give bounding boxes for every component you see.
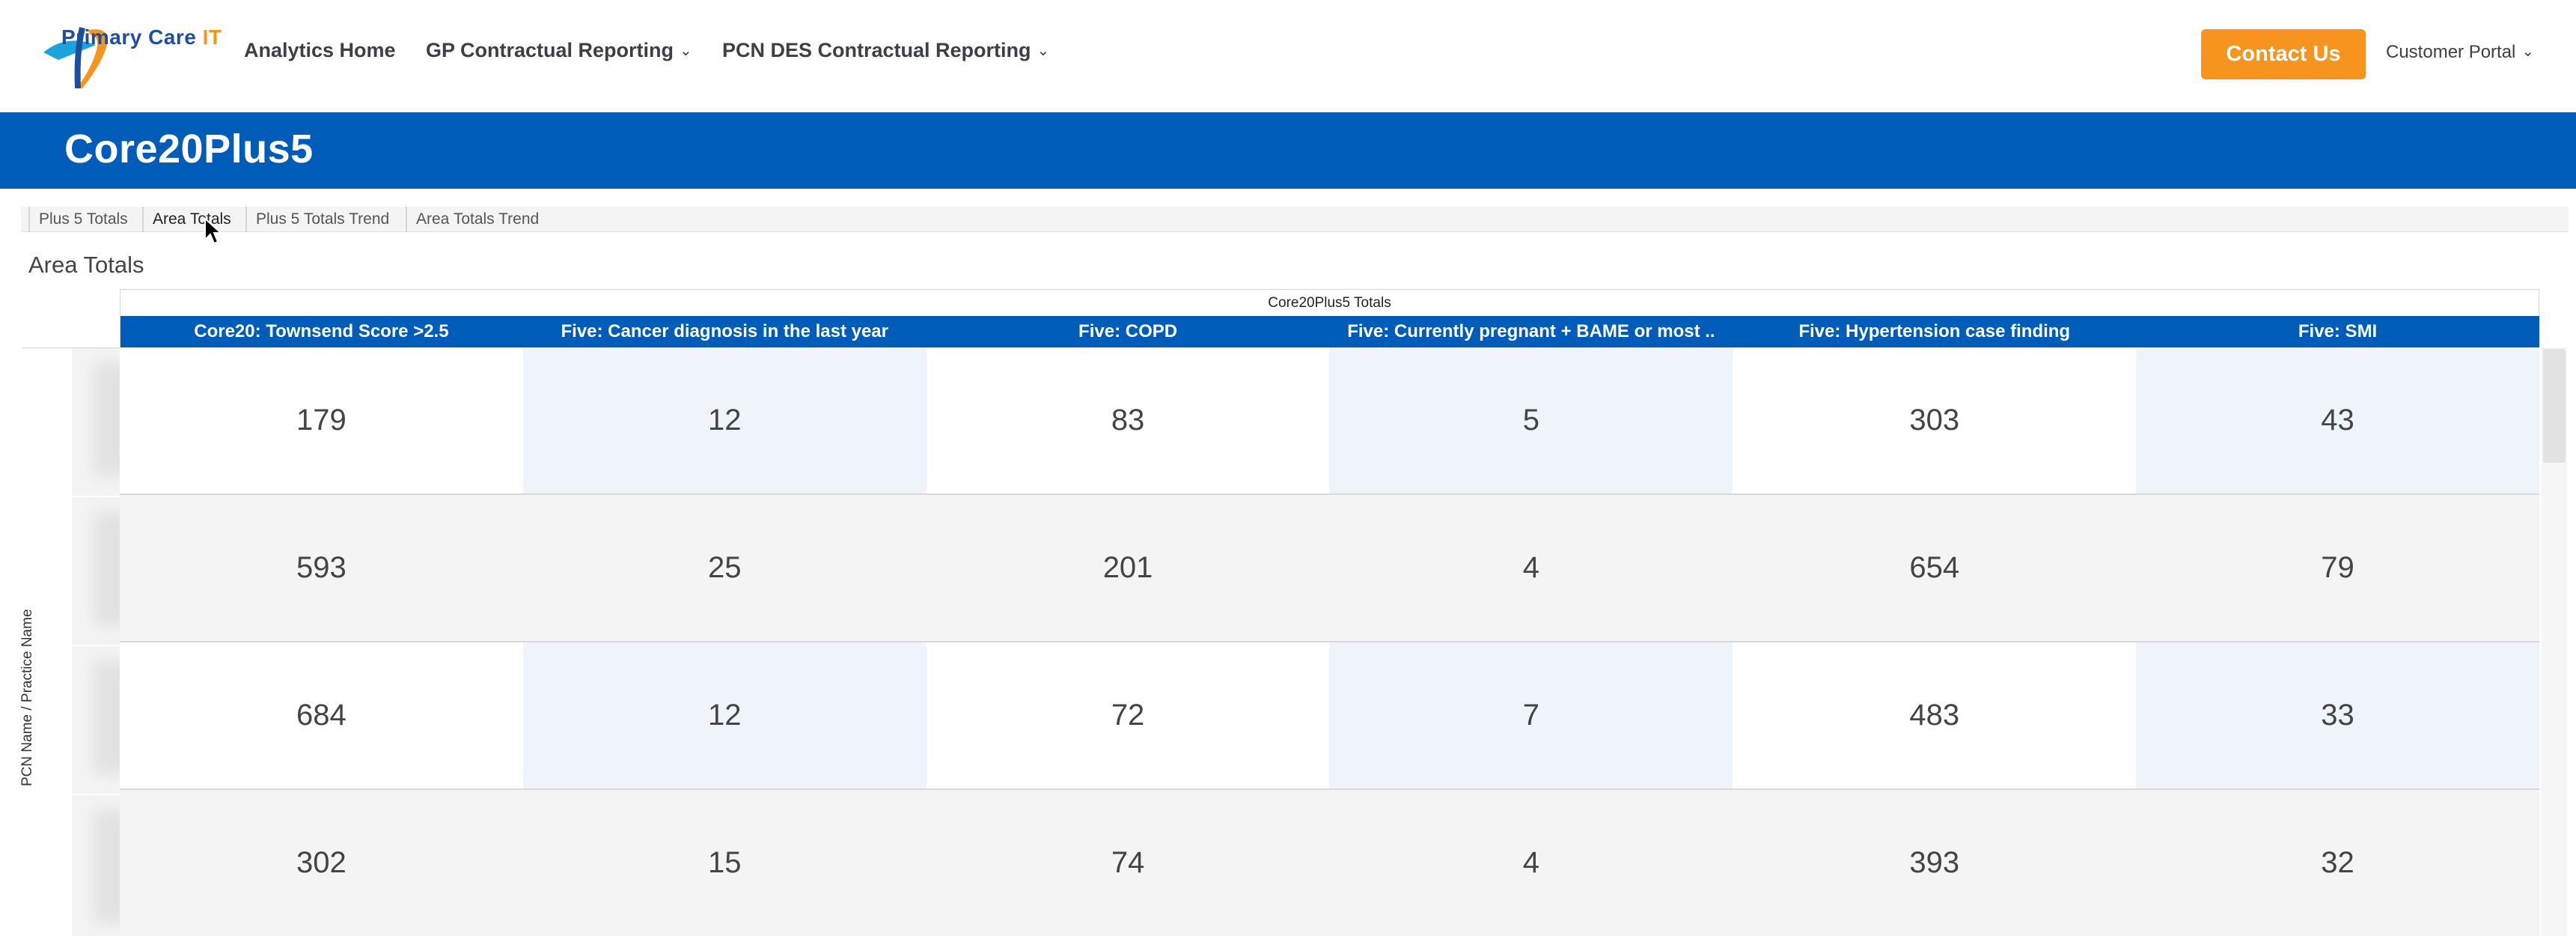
table-cell[interactable]: 4 xyxy=(1329,790,1733,936)
chevron-down-icon: ⌄ xyxy=(680,43,692,59)
table-cell[interactable]: 25 xyxy=(522,495,927,641)
table-cell[interactable]: 684 xyxy=(120,642,523,788)
table-cell[interactable]: 654 xyxy=(1733,495,2137,641)
table-cell[interactable]: 201 xyxy=(926,495,1330,641)
nav-pcn-des-contractual-reporting[interactable]: PCN DES Contractual Reporting ⌄ xyxy=(722,39,1049,62)
nav-pcn-des-contractual-reporting-label: PCN DES Contractual Reporting xyxy=(722,39,1031,61)
table-cell[interactable]: 5 xyxy=(1329,347,1733,493)
table-row: 302 15 74 4 393 32 xyxy=(120,790,2539,936)
chevron-down-icon: ⌄ xyxy=(2521,43,2535,60)
table-cell[interactable]: 74 xyxy=(926,790,1330,936)
page-banner: Core20Plus5 xyxy=(0,112,2576,189)
table-cell[interactable]: 302 xyxy=(120,790,523,936)
table-cell[interactable]: 7 xyxy=(1329,642,1733,788)
table-cell[interactable]: 393 xyxy=(1733,790,2137,936)
page-title: Core20Plus5 xyxy=(64,127,314,171)
tab-plus-5-totals-trend[interactable]: Plus 5 Totals Trend xyxy=(245,207,389,232)
nav-analytics-home[interactable]: Analytics Home xyxy=(244,39,396,62)
scrollbar-thumb[interactable] xyxy=(2543,349,2566,463)
logo-text-main: Primary Care xyxy=(61,25,197,49)
table-cell[interactable]: 12 xyxy=(522,642,927,788)
chevron-down-icon: ⌄ xyxy=(1037,43,1050,59)
tab-area-totals[interactable]: Area Totals xyxy=(142,207,231,232)
table-row: 593 25 201 4 654 79 xyxy=(120,495,2539,642)
table-row: 179 12 83 5 303 43 xyxy=(120,347,2539,495)
row-axis-label: PCN Name / Practice Name xyxy=(19,609,35,786)
tab-area-totals-trend[interactable]: Area Totals Trend xyxy=(406,207,539,232)
nav-gp-contractual-reporting[interactable]: GP Contractual Reporting ⌄ xyxy=(426,39,692,62)
table-row: 684 12 72 7 483 33 xyxy=(120,642,2539,790)
table-cell[interactable]: 179 xyxy=(120,347,523,493)
nav-gp-contractual-reporting-label: GP Contractual Reporting xyxy=(426,39,674,61)
row-header-panel xyxy=(22,347,142,936)
table-cell[interactable]: 32 xyxy=(2136,790,2539,936)
mouse-pointer-icon xyxy=(204,217,223,245)
logo-text-accent: IT xyxy=(202,25,222,49)
dashboard-tab-bar: Plus 5 Totals Area Totals Plus 5 Totals … xyxy=(21,207,2569,232)
column-header[interactable]: Five: Hypertension case finding xyxy=(1798,321,2071,341)
table-cell[interactable]: 15 xyxy=(522,790,927,936)
table-body: 179 12 83 5 303 43 593 25 201 4 654 79 6… xyxy=(120,347,2539,936)
table-cell[interactable]: 72 xyxy=(926,642,1330,788)
table-cell[interactable]: 79 xyxy=(2136,495,2539,641)
table-cell[interactable]: 483 xyxy=(1733,642,2137,788)
logo-text: Primary Care IT xyxy=(61,25,222,49)
table-header-row: Core20: Townsend Score >2.5 Five: Cancer… xyxy=(120,316,2539,347)
table-cell[interactable]: 83 xyxy=(926,347,1330,493)
table-cell[interactable]: 33 xyxy=(2136,642,2539,788)
view-title: Area Totals xyxy=(28,252,144,278)
tab-plus-5-totals[interactable]: Plus 5 Totals xyxy=(28,207,128,232)
column-group-header: Core20Plus5 Totals xyxy=(120,289,2539,316)
nav-analytics-home-label: Analytics Home xyxy=(244,39,396,61)
primary-care-it-logo-icon[interactable] xyxy=(36,22,223,90)
column-header[interactable]: Five: SMI xyxy=(2298,321,2378,341)
table-cell[interactable]: 303 xyxy=(1733,347,2137,493)
customer-portal-label: Customer Portal xyxy=(2386,42,2516,62)
column-header[interactable]: Five: Cancer diagnosis in the last year xyxy=(561,321,888,341)
contact-us-button[interactable]: Contact Us xyxy=(2201,29,2366,79)
table-cell[interactable]: 4 xyxy=(1329,495,1733,641)
customer-portal-menu[interactable]: Customer Portal ⌄ xyxy=(2386,42,2534,63)
top-navigation: Primary Care IT Analytics Home GP Contra… xyxy=(0,0,2576,112)
column-header[interactable]: Core20: Townsend Score >2.5 xyxy=(194,321,449,341)
column-header[interactable]: Five: COPD xyxy=(1078,321,1178,341)
column-header[interactable]: Five: Currently pregnant + BAME or most … xyxy=(1347,321,1715,341)
table-cell[interactable]: 43 xyxy=(2136,347,2539,493)
table-cell[interactable]: 12 xyxy=(522,347,927,493)
table-cell[interactable]: 593 xyxy=(120,495,523,641)
